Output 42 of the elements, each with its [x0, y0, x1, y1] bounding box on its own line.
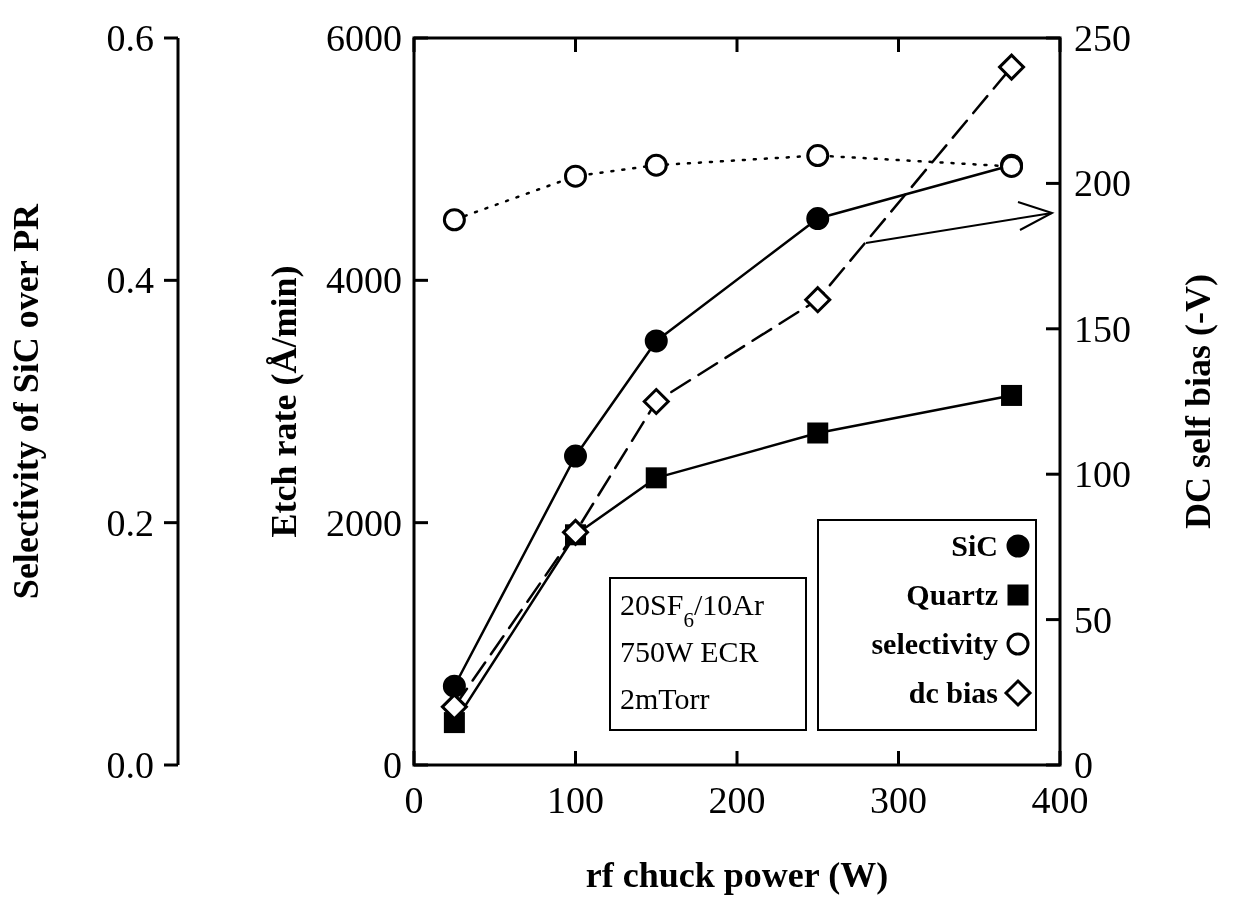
- point: [1001, 384, 1023, 406]
- point: [642, 388, 670, 415]
- y-tick-label: 4000: [326, 259, 402, 302]
- point: [806, 207, 830, 231]
- x-tick-label: 200: [708, 779, 766, 821]
- point: [644, 153, 668, 177]
- annotation: 20SF$_{6}$/10Ar: [620, 588, 764, 632]
- point: [804, 286, 832, 314]
- y3-tick-label: 0.4: [106, 259, 154, 302]
- x-tick-label: 100: [547, 779, 604, 821]
- point: [562, 518, 589, 546]
- y3-tick-label: 0.0: [106, 744, 154, 786]
- y3-tick-label: 0.2: [106, 501, 154, 544]
- y2-tick-label: 250: [1074, 17, 1131, 59]
- legend-label: Quartz: [906, 578, 998, 611]
- x-tick-label: 300: [870, 779, 927, 821]
- point: [442, 208, 466, 232]
- annotation: 750W ECR: [620, 635, 759, 668]
- point: [807, 422, 829, 444]
- point: [564, 444, 587, 468]
- y3-tick-label: 0.6: [106, 17, 154, 59]
- y2-axis-title: DC self bias (-V): [1178, 274, 1218, 529]
- y2-tick-label: 150: [1074, 307, 1131, 350]
- y2-tick-label: 50: [1074, 598, 1112, 641]
- annotation: 2mTorr: [620, 682, 710, 715]
- y-tick-label: 0: [383, 744, 402, 786]
- y-tick-label: 6000: [326, 17, 402, 59]
- point: [644, 329, 668, 353]
- point: [645, 467, 667, 489]
- y-axis-title: Etch rate (Å/min): [264, 265, 304, 538]
- legend-label: dc bias: [908, 676, 998, 709]
- point: [564, 164, 587, 188]
- point: [442, 674, 466, 698]
- legend-label: SiC: [951, 529, 998, 562]
- legend-label: selectivity: [871, 627, 998, 660]
- y2-tick-label: 100: [1074, 453, 1131, 496]
- y2-tick-label: 200: [1074, 162, 1131, 205]
- y-tick-label: 2000: [326, 501, 402, 544]
- x-axis-title: rf chuck power (W): [585, 855, 889, 895]
- point: [806, 144, 830, 168]
- y3-axis-title: Selectivity of SiC over PR: [6, 202, 46, 600]
- point: [998, 53, 1026, 81]
